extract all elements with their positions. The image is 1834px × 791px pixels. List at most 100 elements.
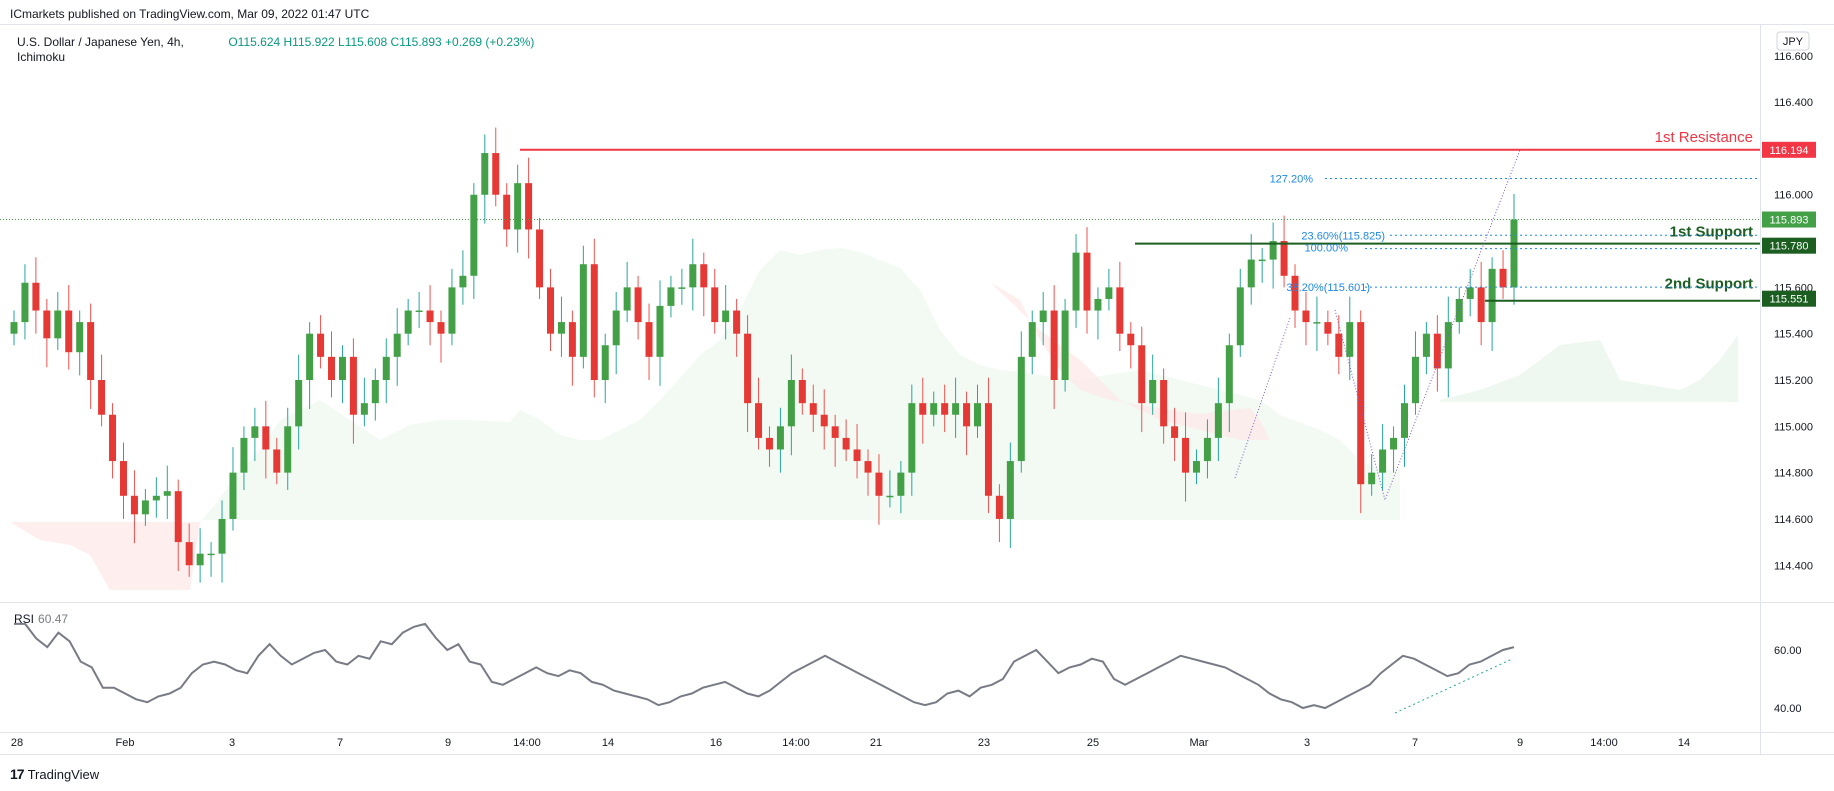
currency-badge[interactable]: JPY xyxy=(1776,31,1810,51)
candle-body xyxy=(557,322,565,334)
candle-body xyxy=(612,310,620,346)
candle-body xyxy=(163,491,171,496)
tradingview-brand[interactable]: 17 TradingView xyxy=(10,766,99,782)
ohlc-close: C115.893 xyxy=(390,35,442,49)
candle-body xyxy=(546,287,554,334)
candle-body xyxy=(349,356,357,415)
candle-body xyxy=(130,495,138,515)
symbol-title[interactable]: U.S. Dollar / Japanese Yen, 4h, xyxy=(17,35,184,49)
candle-body xyxy=(1236,287,1244,346)
price-tick: 115.400 xyxy=(1774,329,1813,341)
candle-body xyxy=(1346,322,1354,357)
fib-label-ext: 127.20% xyxy=(1270,174,1314,186)
candle-body xyxy=(76,322,84,353)
candle-body xyxy=(360,403,368,415)
candle-body xyxy=(65,310,73,353)
candle-body xyxy=(98,380,106,415)
price-tag-bg xyxy=(1762,290,1816,307)
tradingview-logo-icon: 17 xyxy=(10,766,25,782)
candle-body xyxy=(1203,437,1211,462)
price-tag-resistance: 116.194 xyxy=(1770,145,1809,157)
candle-body xyxy=(1280,241,1288,276)
fib-label-f236: 23.60%(115.825) xyxy=(1301,230,1385,242)
rsi-legend[interactable]: RSI 60.47 xyxy=(14,612,68,626)
resistance-label: 1st Resistance xyxy=(1655,129,1753,146)
brand-name: TradingView xyxy=(27,766,100,782)
candle-body xyxy=(1192,461,1200,473)
candle-body xyxy=(897,472,905,496)
time-label: 21 xyxy=(870,737,882,749)
candle-body xyxy=(941,403,949,415)
candle-body xyxy=(1368,472,1376,485)
candle-body xyxy=(1444,322,1452,369)
candle-body xyxy=(1017,356,1025,462)
candle-body xyxy=(1083,252,1091,311)
candle-body xyxy=(952,403,960,415)
candle-body xyxy=(32,282,40,311)
candle-body xyxy=(262,426,270,450)
ohlc-values: O115.624 H115.922 L115.608 C115.893 +0.2… xyxy=(228,35,534,49)
price-tag-support1: 115.780 xyxy=(1770,241,1809,253)
candle-body xyxy=(919,403,927,415)
price-tag-bg xyxy=(1762,237,1816,254)
candle-body xyxy=(1291,275,1299,311)
candle-body xyxy=(437,322,445,334)
candle-body xyxy=(930,403,938,415)
candle-body xyxy=(459,275,467,288)
candle-body xyxy=(1028,322,1036,357)
candle-body xyxy=(1258,259,1266,262)
time-axis[interactable]: 28 Feb 3 7 9 14:00 14 16 14:00 21 23 25 Mar 3 7 9 14:00 1… xyxy=(11,737,1690,749)
candle-body xyxy=(1466,287,1474,299)
time-label: 28 xyxy=(11,737,23,749)
candle-body xyxy=(568,322,576,357)
candle-body xyxy=(689,264,697,288)
candle-body xyxy=(908,403,916,473)
candle-body xyxy=(579,264,587,357)
candle-body xyxy=(1225,345,1233,404)
candle-body xyxy=(776,426,784,450)
fib-label-f100: 100.00% xyxy=(1305,243,1349,255)
candle-body xyxy=(656,305,664,357)
candle-body xyxy=(864,461,872,473)
candle-body xyxy=(1433,333,1441,369)
support2-label: 2nd Support xyxy=(1665,276,1753,293)
candle-body xyxy=(1324,322,1332,334)
candle-body xyxy=(87,322,95,380)
candle-body xyxy=(492,153,500,195)
candle-body xyxy=(787,380,795,427)
candle-body xyxy=(426,310,434,323)
candle-body xyxy=(765,437,773,450)
candle-body xyxy=(984,403,992,496)
candle-body xyxy=(963,403,971,427)
price-tag-support2: 115.551 xyxy=(1770,294,1809,306)
price-axis[interactable]: 116.600116.400116.000115.600115.400115.2… xyxy=(1774,51,1813,572)
candle-body xyxy=(295,380,303,427)
indicator-label[interactable]: Ichimoku xyxy=(17,50,66,64)
candle-body xyxy=(54,310,62,339)
candle-body xyxy=(1061,310,1069,380)
candle-body xyxy=(119,461,127,496)
candle-body xyxy=(1039,310,1047,323)
candle-body xyxy=(43,310,51,339)
candle-body xyxy=(1006,461,1014,519)
candle-body xyxy=(404,310,412,334)
candle-body xyxy=(251,426,259,438)
candle-body xyxy=(820,414,828,427)
candle-body xyxy=(1214,403,1222,438)
price-tag-bg xyxy=(1762,141,1816,158)
time-label: 23 xyxy=(978,737,990,749)
candle-body xyxy=(1357,322,1365,485)
candle-body xyxy=(853,449,861,462)
price-tick: 116.000 xyxy=(1774,190,1813,202)
candle-body xyxy=(842,437,850,450)
candle-body xyxy=(109,414,117,462)
candle-body xyxy=(995,495,1003,519)
time-label: 9 xyxy=(1517,737,1523,749)
candle-body xyxy=(1488,268,1496,323)
price-tick: 115.200 xyxy=(1774,375,1813,387)
candle-body xyxy=(481,153,489,195)
rsi-tick: 60.00 xyxy=(1774,645,1802,657)
candle-body xyxy=(185,542,193,566)
candle-body xyxy=(1138,345,1146,404)
